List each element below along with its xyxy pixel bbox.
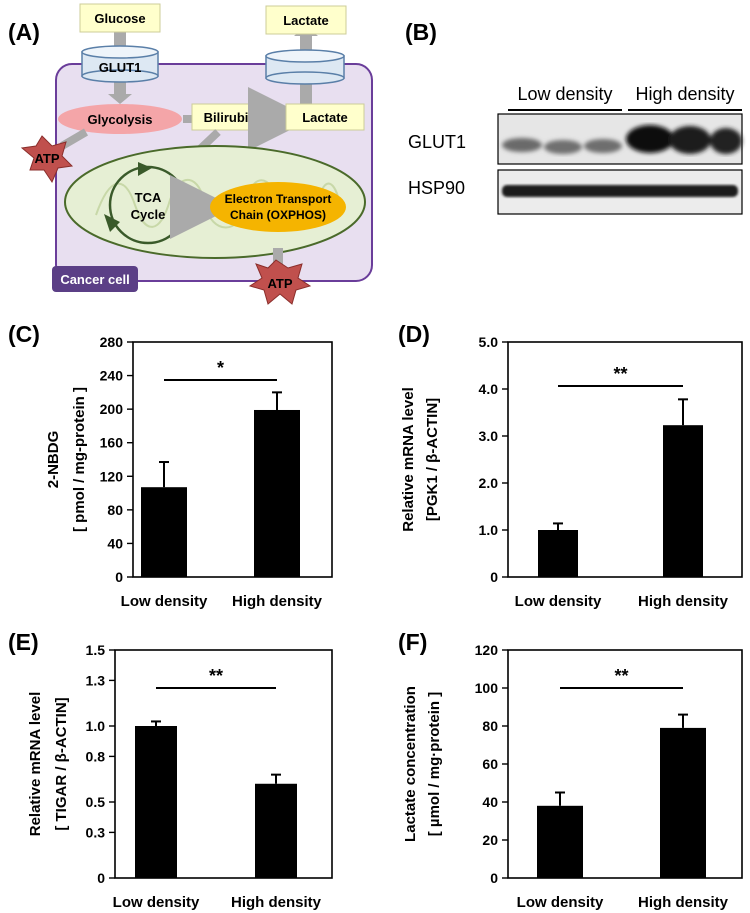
tca-arrow-1 <box>138 162 152 176</box>
atp-label-bottom: ATP <box>267 276 292 291</box>
cancer-cell-label: Cancer cell <box>60 272 129 287</box>
glycolysis-ellipse <box>58 104 182 134</box>
lactate-inner-label: Lactate <box>302 110 348 125</box>
glycolysis-arrow-head <box>108 94 132 104</box>
glucose-label: Glucose <box>94 11 145 26</box>
arrow-etc-to-atp-shaft <box>273 248 283 264</box>
atp-star-bottom <box>248 259 312 305</box>
tca-label-line1: TCA <box>135 190 162 205</box>
lactate-top-box <box>265 5 347 35</box>
panel-label-a: (A) <box>8 19 40 45</box>
tca-label-line2: Cycle <box>131 207 166 222</box>
lactate-inner-box <box>285 103 365 131</box>
glycolysis-label: Glycolysis <box>87 112 152 127</box>
atp-label-left: ATP <box>34 151 59 166</box>
lactate-transporter <box>265 49 345 85</box>
cancer-cell-badge <box>52 266 138 292</box>
etc-label-line1: Electron Transport <box>225 192 332 206</box>
tca-arrow-3 <box>104 214 120 232</box>
lactate-out-arrow-shaft <box>300 34 312 52</box>
glucose-arrow-shaft <box>114 30 126 48</box>
glucose-box <box>79 3 161 33</box>
etc-ellipse <box>210 182 346 232</box>
atp-star-left <box>20 135 74 184</box>
glycolysis-arrow-shaft <box>114 82 126 96</box>
glut1-transporter <box>81 45 159 83</box>
glut1-label: GLUT1 <box>99 60 142 75</box>
etc-label-line2: Chain (OXPHOS) <box>230 208 326 222</box>
lactate-top-label: Lactate <box>283 13 329 28</box>
bilirubin-label: Bilirubin <box>204 110 257 125</box>
